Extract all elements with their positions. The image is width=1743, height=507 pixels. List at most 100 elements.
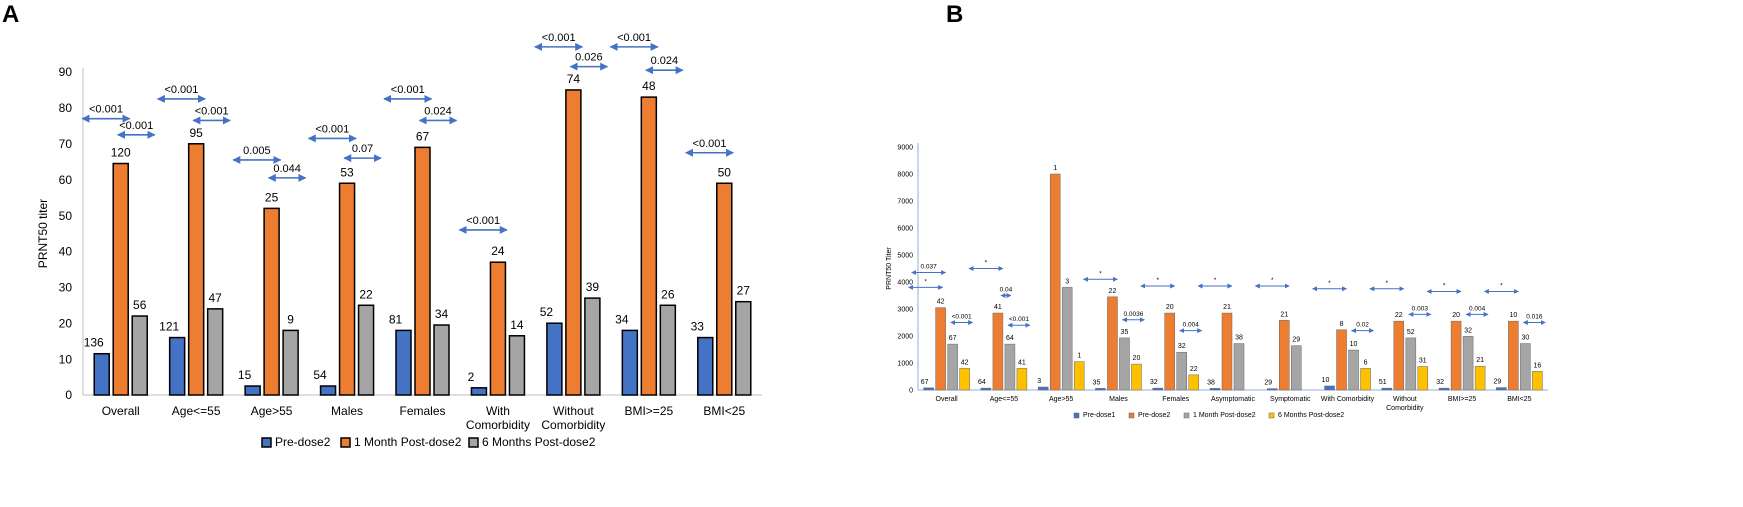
bar: [735, 300, 752, 396]
data-label: 29: [1264, 380, 1272, 387]
data-label: 24: [491, 244, 505, 258]
bar: [1393, 320, 1405, 391]
y-tick-label: 60: [59, 173, 73, 187]
data-label: 41: [994, 304, 1002, 311]
y-tick-label: 90: [59, 65, 73, 79]
p-value-label: *: [1328, 280, 1331, 287]
bar: [489, 261, 507, 396]
bar: [1267, 388, 1278, 391]
y-tick-label: 9000: [897, 144, 913, 151]
chart-panel-b: 0 1000 2000 3000 4000 5000 6000 7000 8000 9000 PRN…: [886, 143, 1548, 419]
bar: [1061, 287, 1073, 391]
bar: [1417, 366, 1429, 391]
data-label: 51: [1379, 379, 1387, 386]
data-label: 50: [718, 165, 732, 179]
bar: [947, 343, 958, 391]
data-label: 81: [389, 312, 403, 326]
p-value-label: *: [985, 260, 988, 267]
bar: [1107, 296, 1118, 391]
data-label: 26: [661, 287, 675, 301]
p-value-label: 0.044: [273, 163, 301, 175]
bar: [1405, 337, 1417, 391]
x-tick-label: Overall: [102, 404, 140, 418]
p-value-label: 0.07: [352, 143, 373, 155]
p-value-label: 0.02: [1356, 322, 1369, 329]
data-label: 47: [208, 291, 222, 305]
legend: Pre-dose2 1 Month Post-dose2 6 Months Post…: [261, 435, 596, 449]
bar: [1004, 343, 1016, 391]
chart-panel-a: 0 10 20 30 40 50 60 70 80 90 PRNT50 titer Overall Ag…: [36, 32, 762, 449]
p-value-label: 0.003: [1412, 305, 1429, 312]
data-label: 54: [313, 368, 327, 382]
bar: [1119, 337, 1130, 391]
p-value-label: 0.024: [651, 55, 679, 67]
data-label: 3: [1065, 278, 1069, 285]
p-value-label: 0.024: [424, 105, 452, 117]
data-label: 22: [359, 287, 373, 301]
data-label: 42: [961, 359, 969, 366]
data-label: 136: [84, 336, 104, 350]
data-label: 1: [1077, 353, 1081, 360]
bar: [697, 336, 714, 396]
bar: [470, 387, 488, 396]
bar: [1279, 320, 1290, 391]
bar: [395, 329, 412, 396]
data-label: 35: [1093, 379, 1101, 386]
legend-swatch: [1128, 412, 1135, 419]
data-label: 64: [1006, 335, 1014, 342]
legend-swatch: [1183, 412, 1190, 419]
data-label: 41: [1018, 359, 1026, 366]
bar: [1233, 343, 1245, 391]
data-label: 53: [340, 165, 354, 179]
y-tick-label: 3000: [897, 306, 913, 313]
data-label: 30: [1521, 335, 1529, 342]
bar: [1496, 387, 1507, 391]
bar: [923, 387, 934, 391]
p-value-label: *: [1271, 277, 1274, 284]
data-label: 67: [949, 335, 957, 342]
p-value-label: <0.001: [693, 138, 727, 150]
bar: [1438, 387, 1450, 391]
bar: [1037, 386, 1049, 391]
y-tick-label: 1000: [897, 360, 913, 367]
x-tick-label: Asymptomatic: [1211, 396, 1255, 403]
data-label: 20: [1452, 312, 1460, 319]
bar: [168, 336, 186, 396]
data-label: 15: [238, 368, 252, 382]
p-value-label: 0.026: [575, 52, 603, 64]
bar: [659, 304, 677, 396]
data-label: 14: [510, 318, 524, 332]
bar: [621, 329, 639, 396]
data-label: 9: [287, 312, 294, 326]
y-tick-label: 70: [59, 137, 73, 151]
bar: [584, 297, 601, 396]
bar: [1450, 320, 1462, 391]
p-value-label: 0.016: [1526, 314, 1543, 321]
data-label: 121: [159, 320, 179, 334]
bar: [1016, 368, 1028, 391]
p-value-label: <0.001: [315, 123, 349, 135]
p-value-label: <0.001: [617, 32, 651, 44]
bar: [992, 312, 1004, 391]
bar: [1462, 336, 1474, 391]
bar: [716, 182, 733, 396]
p-value-label: <0.001: [119, 120, 153, 132]
p-value-label: <0.001: [164, 84, 198, 96]
data-label: 39: [586, 280, 600, 294]
x-tick-label: Males: [1109, 396, 1128, 403]
y-tick-label: 30: [59, 281, 73, 295]
bar: [1152, 387, 1163, 391]
y-tick-label: 2000: [897, 333, 913, 340]
data-label: 22: [1109, 288, 1117, 295]
bar: [414, 146, 431, 396]
y-tick-label: 50: [59, 209, 73, 223]
x-tick-label: BMI<25: [703, 404, 745, 418]
bar: [1095, 388, 1106, 391]
p-value-label: <0.001: [89, 104, 123, 116]
legend-label: 6 Months Post-dose2: [1278, 412, 1344, 419]
x-tick-label: BMI>=25: [1448, 396, 1477, 403]
data-label: 22: [1395, 312, 1403, 319]
bar: [112, 162, 129, 396]
data-label: 32: [1464, 327, 1472, 334]
bar: [1324, 385, 1335, 391]
